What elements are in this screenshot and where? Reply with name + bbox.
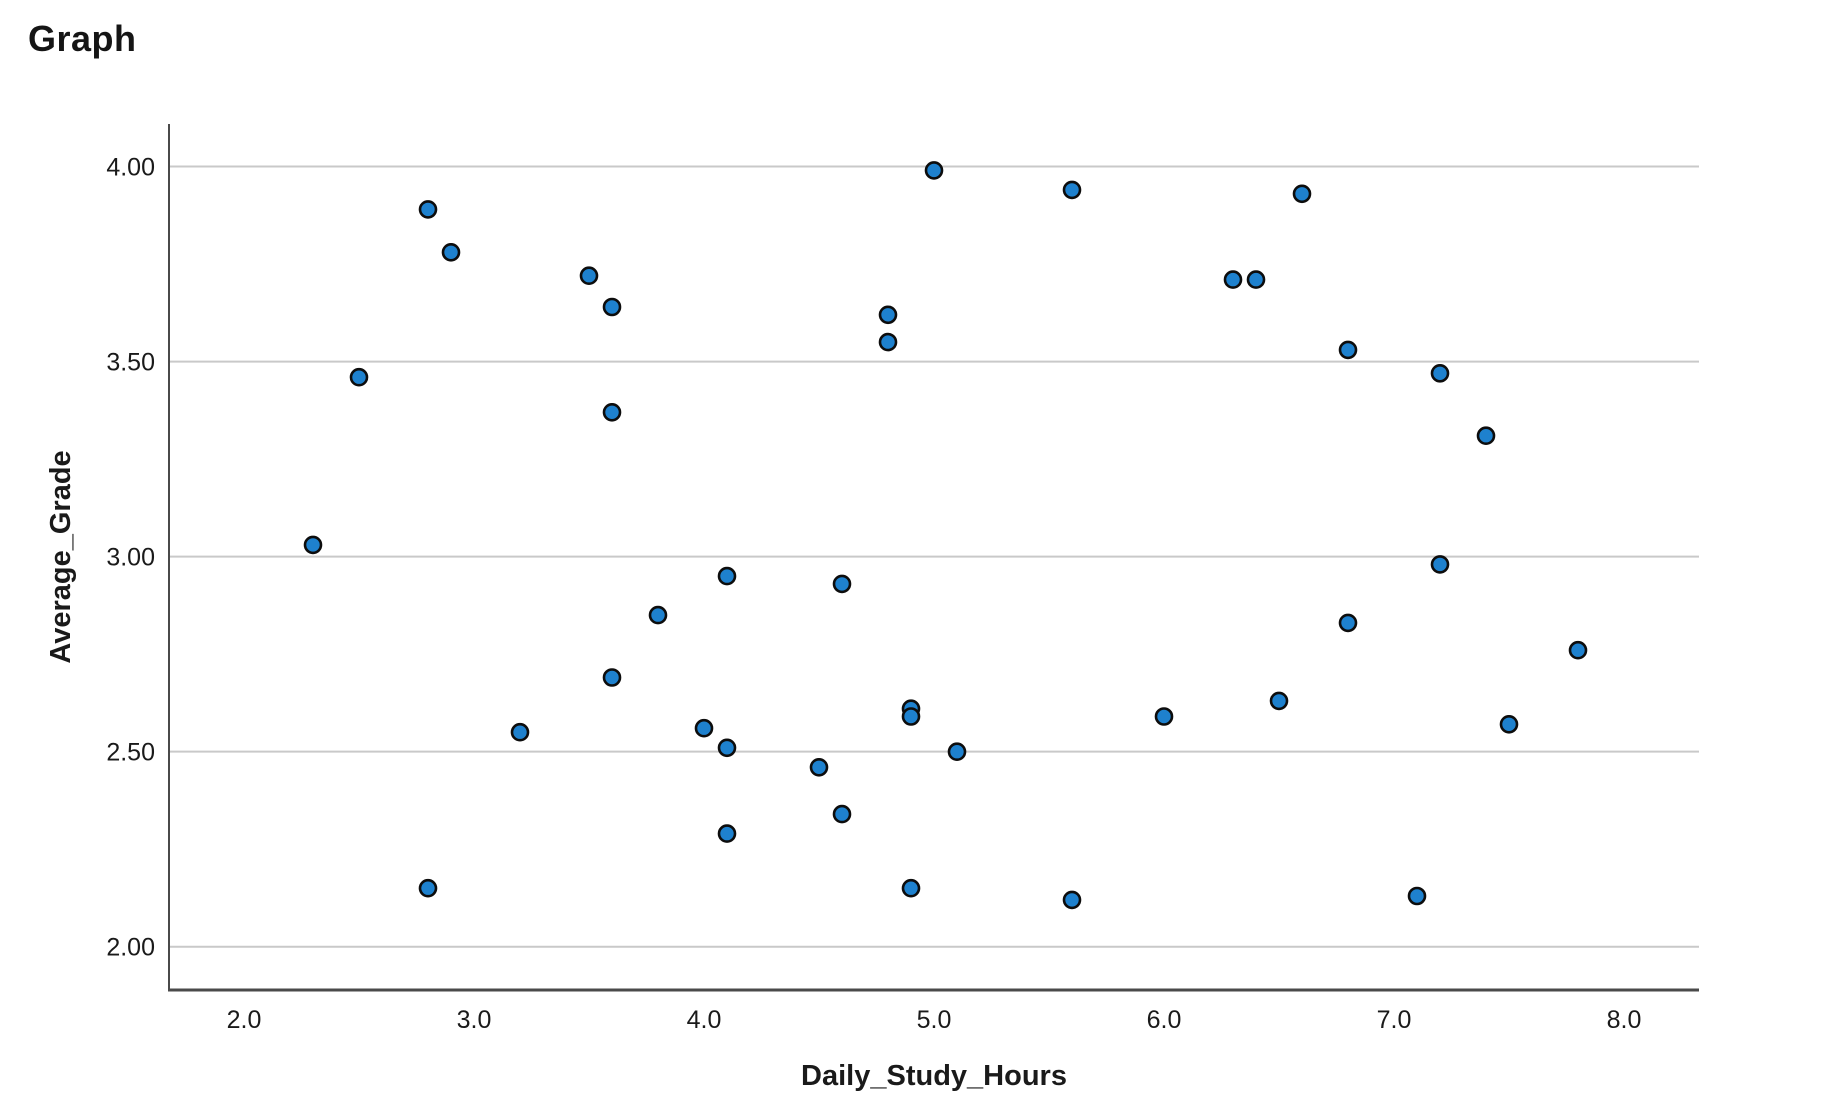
data-point[interactable] xyxy=(418,878,438,898)
x-tick-label: 7.0 xyxy=(1377,1006,1412,1034)
y-axis-title: Average_Grade xyxy=(45,450,77,663)
data-point[interactable] xyxy=(717,566,737,586)
x-axis-title: Daily_Study_Hours xyxy=(801,1060,1067,1092)
data-point[interactable] xyxy=(878,332,898,352)
x-tick-label: 6.0 xyxy=(1147,1006,1182,1034)
data-point[interactable] xyxy=(1338,340,1358,360)
data-point[interactable] xyxy=(1154,707,1174,726)
data-points xyxy=(303,161,1588,910)
data-point[interactable] xyxy=(1476,426,1496,446)
data-point[interactable] xyxy=(602,402,622,422)
data-point[interactable] xyxy=(1062,180,1082,200)
data-point[interactable] xyxy=(1246,270,1266,289)
data-point[interactable] xyxy=(832,804,852,824)
data-point[interactable] xyxy=(809,757,829,777)
data-point[interactable] xyxy=(1499,714,1519,734)
data-point[interactable] xyxy=(418,200,438,219)
y-tick-label: 2.50 xyxy=(106,739,155,767)
data-point[interactable] xyxy=(1292,184,1312,204)
x-tick-label: 4.0 xyxy=(687,1006,722,1034)
data-point[interactable] xyxy=(832,574,852,594)
page-title: Graph xyxy=(28,18,137,59)
data-point[interactable] xyxy=(694,718,714,738)
data-point[interactable] xyxy=(602,297,622,317)
data-point[interactable] xyxy=(1269,691,1289,711)
data-point[interactable] xyxy=(349,367,369,387)
data-point[interactable] xyxy=(1338,613,1358,633)
data-point[interactable] xyxy=(1430,555,1450,574)
data-point[interactable] xyxy=(1430,363,1450,383)
data-point[interactable] xyxy=(1223,270,1243,289)
x-tick-label: 8.0 xyxy=(1607,1006,1642,1034)
data-point[interactable] xyxy=(717,738,737,758)
data-point[interactable] xyxy=(1568,640,1588,660)
data-point[interactable] xyxy=(1062,890,1082,910)
x-tick-label: 3.0 xyxy=(457,1006,492,1034)
data-point[interactable] xyxy=(878,305,898,325)
x-tick-label: 5.0 xyxy=(917,1006,952,1034)
data-point[interactable] xyxy=(602,668,622,687)
data-point[interactable] xyxy=(441,243,461,262)
data-point[interactable] xyxy=(947,742,967,762)
data-point[interactable] xyxy=(579,266,599,286)
data-point[interactable] xyxy=(1407,886,1427,906)
data-point[interactable] xyxy=(303,535,323,555)
data-point[interactable] xyxy=(648,605,668,625)
y-tick-label: 3.00 xyxy=(106,544,155,572)
data-point[interactable] xyxy=(510,722,530,742)
y-tick-label: 4.00 xyxy=(106,154,155,182)
tick-labels: 2.00 2.50 3.00 3.50 4.00 2.0 3.0 4.0 5.0 6.0 7.0 8.… xyxy=(106,154,1641,1034)
data-point[interactable] xyxy=(717,824,737,843)
x-tick-label: 2.0 xyxy=(227,1006,262,1034)
gridlines xyxy=(169,165,1699,948)
data-point[interactable] xyxy=(901,878,921,898)
y-tick-label: 3.50 xyxy=(106,349,155,377)
axes xyxy=(168,124,1699,992)
data-point[interactable] xyxy=(901,707,921,726)
data-point[interactable] xyxy=(924,161,944,180)
y-tick-label: 2.00 xyxy=(106,934,155,962)
